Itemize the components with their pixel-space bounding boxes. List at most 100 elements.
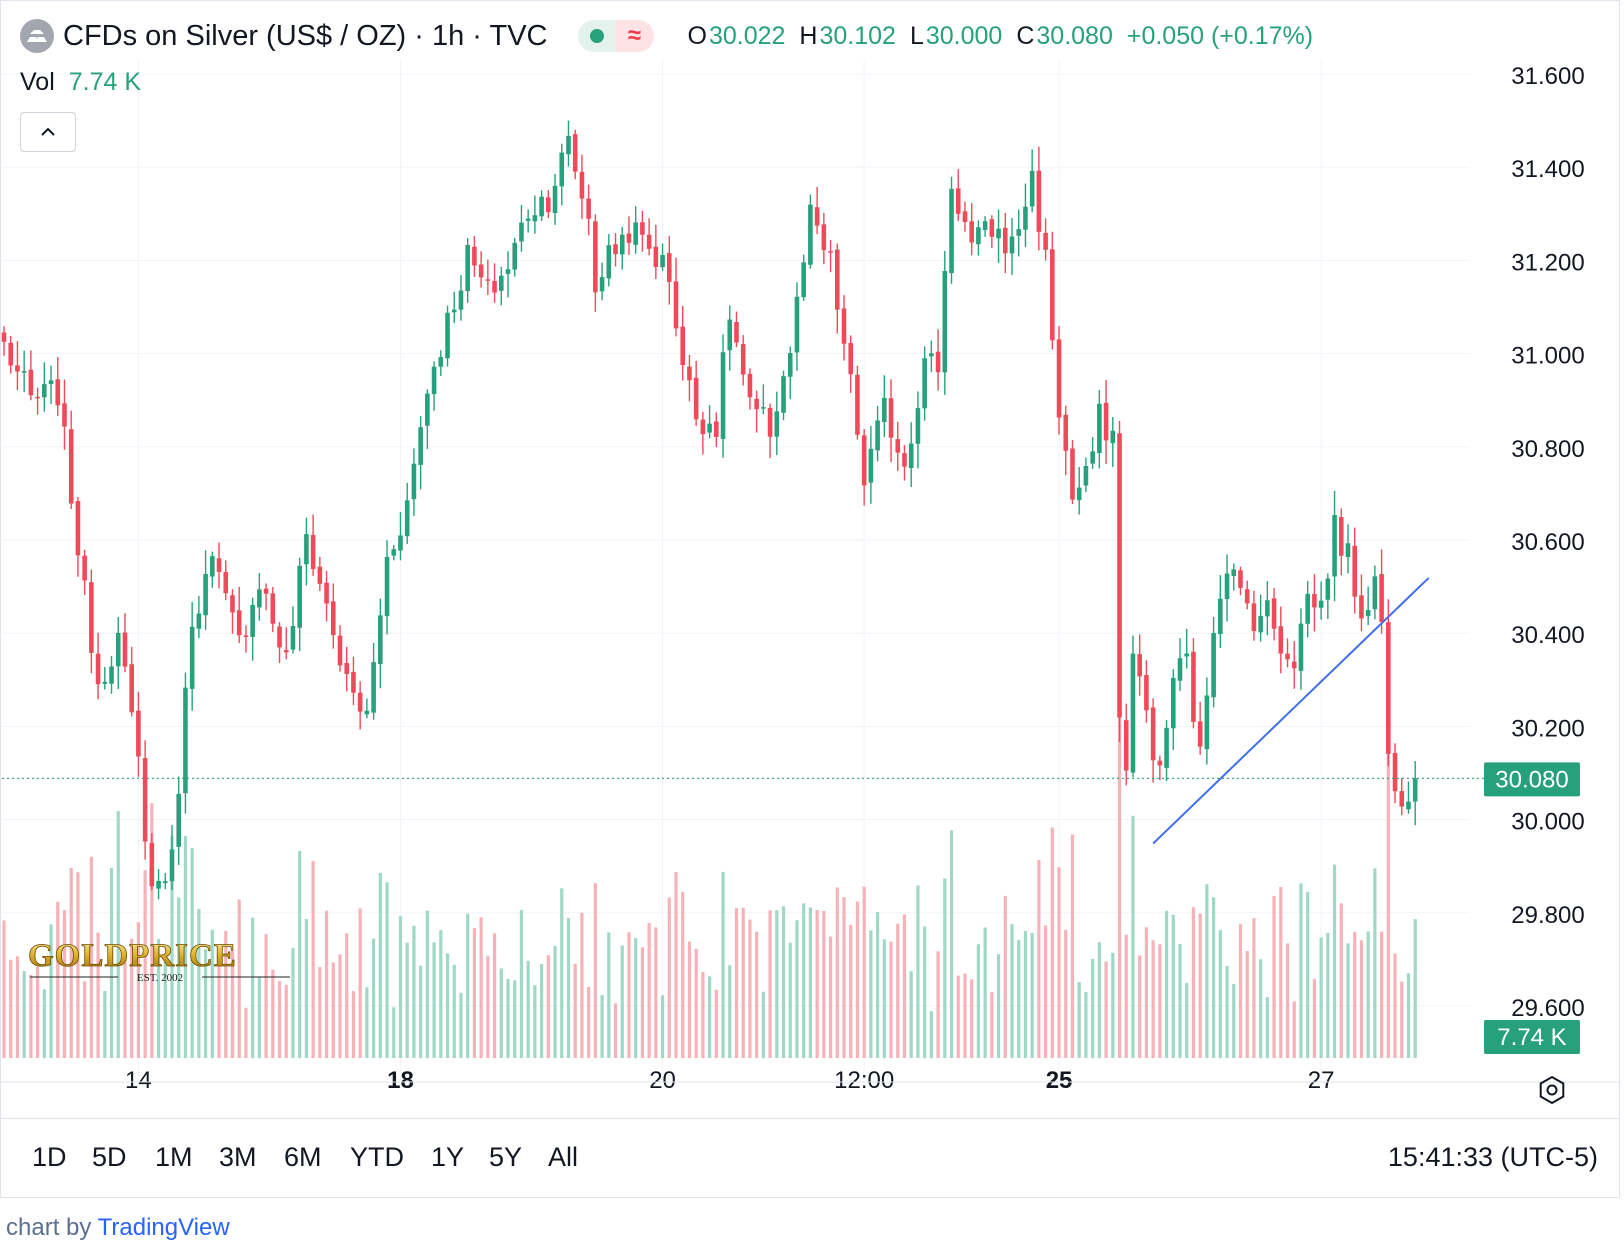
candle-body (384, 556, 390, 617)
candle-body (1412, 778, 1418, 802)
candle-body (142, 758, 148, 842)
candle-body (431, 366, 437, 395)
candle-body (129, 664, 134, 713)
timezone-clock[interactable]: 15:41:33 (UTC-5) (1387, 1142, 1598, 1172)
range-5d-button[interactable]: 5D (92, 1142, 127, 1172)
candle-body (1265, 600, 1270, 617)
delayed-data-status[interactable]: ≈ (615, 20, 654, 52)
collapse-legend-button[interactable] (20, 112, 76, 152)
attribution[interactable]: chart by TradingView (6, 1214, 230, 1242)
volume-bar (540, 963, 544, 1058)
y-tick-label: 30.200 (1511, 715, 1584, 742)
ohlc-values: O 30.022 H 30.102 L 30.000 C 30.080 +0.050 (… (688, 22, 1314, 51)
volume-bar (230, 949, 235, 1058)
candle-body (1029, 170, 1035, 207)
y-tick-label: 31.400 (1511, 156, 1584, 183)
candle-body (176, 793, 182, 847)
chart-canvas[interactable]: 31.600 31.400 31.200 31.000 30.800 30.600 30.4… (0, 0, 1624, 1120)
volume-bar (284, 984, 288, 1058)
volume-bar (976, 944, 980, 1058)
volume-bar (795, 920, 799, 1058)
low-label: L (909, 21, 924, 50)
volume-bar (76, 872, 80, 1058)
volume-bar (808, 907, 812, 1058)
volume-bar (304, 919, 308, 1058)
candle-body (451, 309, 457, 313)
volume-bar (1164, 910, 1169, 1058)
volume-bar (909, 971, 913, 1058)
volume-bar (385, 882, 389, 1058)
volume-bar (1064, 929, 1068, 1058)
volume-bar (479, 917, 483, 1058)
candle-body (183, 687, 188, 794)
candle-body (828, 251, 833, 253)
candle-body (290, 625, 296, 650)
candle-body (848, 343, 854, 375)
candle-body (1036, 170, 1042, 232)
candle-body (599, 277, 605, 292)
candle-body (216, 558, 222, 572)
range-6m-button[interactable]: 6M (284, 1142, 322, 1172)
range-1m-button[interactable]: 1M (155, 1142, 193, 1172)
volume-bar (1151, 940, 1155, 1058)
range-1y-button[interactable]: 1Y (431, 1142, 465, 1172)
symbol-title[interactable]: CFDs on Silver (US$ / OZ) · 1h · TVC (63, 19, 548, 52)
volume-bar (89, 856, 93, 1058)
y-tick-label: 31.000 (1511, 343, 1584, 370)
candle-body (653, 246, 659, 268)
volume-bar (573, 963, 577, 1058)
range-5y-button[interactable]: 5Y (489, 1142, 523, 1172)
range-3m-button[interactable]: 3M (219, 1142, 257, 1172)
candle-body (89, 582, 94, 653)
candle-body (949, 188, 954, 274)
candle-body (714, 421, 719, 437)
candle-body (297, 565, 302, 628)
attribution-brand[interactable]: TradingView (97, 1214, 230, 1241)
high-label: H (799, 21, 818, 50)
candle-body (1258, 615, 1263, 633)
volume-bar (69, 867, 73, 1058)
candle-body (834, 249, 840, 310)
candle-body (720, 352, 726, 439)
range-all-button[interactable]: All (548, 1142, 579, 1172)
volume-bar (1097, 942, 1101, 1058)
volume-bar (1413, 919, 1417, 1058)
volume-bar (109, 868, 114, 1058)
goldprice-watermark: GOLDPRICE EST. 2002 (26, 934, 306, 986)
volume-bar (1292, 1001, 1296, 1058)
high-value: 30.102 (819, 21, 896, 50)
candle-body (1392, 753, 1398, 792)
market-status[interactable]: ≈ (577, 20, 654, 52)
gear-icon[interactable] (1539, 1075, 1565, 1105)
candle-body (1016, 229, 1022, 236)
candle-body (1043, 232, 1048, 250)
candle-body (492, 281, 497, 293)
range-ytd-button[interactable]: YTD (350, 1142, 404, 1172)
candle-body (1352, 545, 1358, 597)
volume-bar (143, 870, 147, 1058)
candle-body (21, 370, 27, 373)
candle-body (781, 376, 786, 413)
candle-body (1244, 589, 1250, 604)
volume-legend[interactable]: Vol 7.74 K (20, 68, 141, 97)
last-price-badge (1484, 762, 1580, 797)
candle-body (915, 408, 921, 444)
volume-bar (264, 934, 268, 1058)
candle-body (95, 653, 101, 685)
market-open-status[interactable] (577, 20, 616, 52)
volume-bar (1366, 931, 1370, 1058)
trendline[interactable] (1152, 577, 1430, 845)
range-1d-button[interactable]: 1D (32, 1142, 67, 1172)
volume-bar (741, 907, 745, 1058)
axes: 31.600 31.400 31.200 31.000 30.800 30.600 30.4… (0, 63, 1620, 1105)
volume-bar (56, 901, 60, 1058)
volume-bar (338, 954, 342, 1058)
candle-body (1197, 721, 1203, 747)
candle-body (1063, 414, 1069, 451)
silver-bars-icon[interactable] (20, 19, 54, 53)
volume-bar (560, 888, 564, 1058)
volume-bar (466, 913, 470, 1058)
volume-bar (876, 912, 880, 1058)
candle-body (512, 242, 518, 270)
volume-bar (882, 939, 886, 1058)
